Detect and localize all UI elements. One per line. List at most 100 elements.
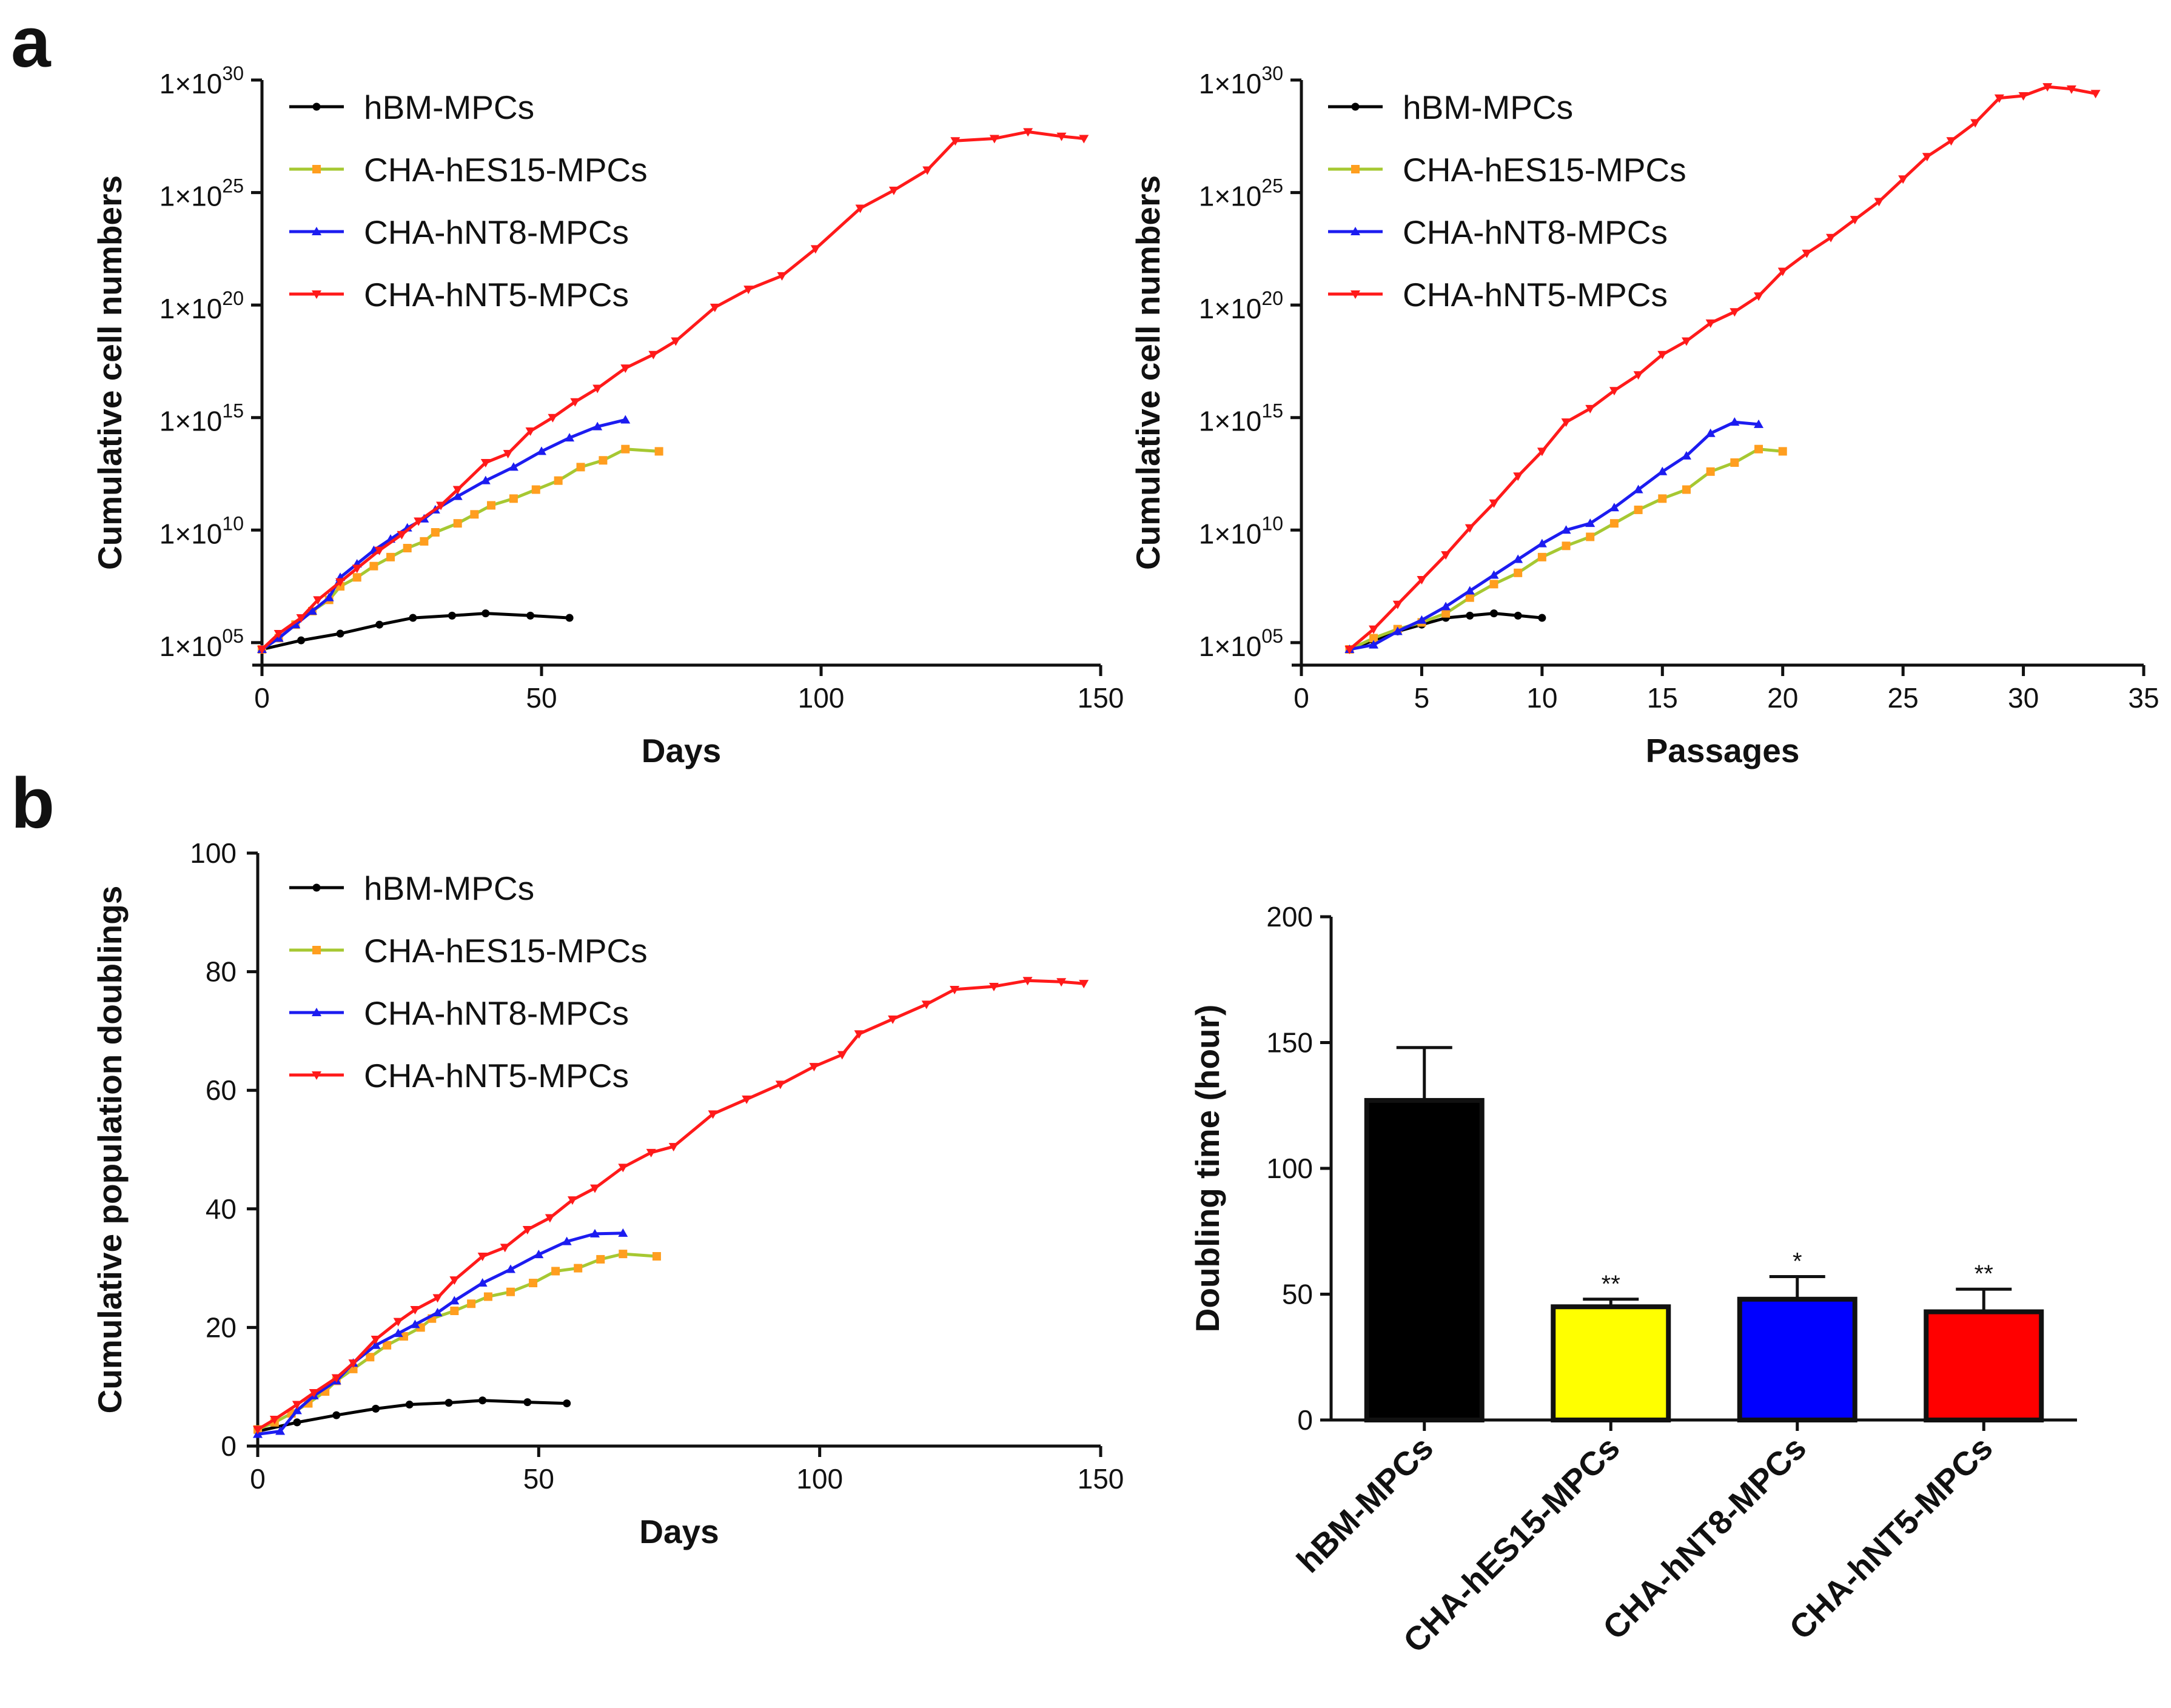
data-point [293,1418,301,1427]
y-tick-base: 1×10 [159,406,223,437]
data-point [352,564,362,574]
x-tick-label: 0 [254,682,270,714]
data-point [1682,485,1691,494]
x-axis-title: Days [639,1513,719,1550]
x-tick-label: 20 [1767,682,1798,714]
data-point [2066,85,2076,94]
data-point [374,546,384,555]
series-cha-hnt5-mpcs [1344,83,2101,655]
data-point [273,630,284,639]
data-point [1441,601,1451,611]
data-point [671,337,681,346]
data-point [1537,447,1547,457]
data-point [809,1063,819,1072]
x-tick-label: 25 [1888,682,1919,714]
legend-swatch-marker [312,227,321,235]
data-point [565,433,575,442]
data-point [324,592,334,601]
y-axis-title: Cumulative cell numbers [1129,175,1167,570]
y-tick-exponent: 30 [222,62,244,84]
data-point [921,1000,931,1010]
x-tick-label: 100 [796,1463,843,1495]
data-point [1079,135,1089,144]
legend-label: hBM-MPCs [1403,89,1573,126]
series-line-cha-hes15-mpcs [261,447,659,651]
legend-swatch-marker [312,1008,321,1016]
data-point [646,1148,656,1157]
legend-swatch-marker [312,946,321,954]
data-point [2090,90,2101,99]
data-point [652,1252,661,1261]
data-point [537,446,546,455]
x-tick-label: 50 [526,682,557,714]
x-tick-label: 150 [1078,682,1124,714]
x-tick-label: 0 [250,1463,266,1495]
data-point [290,620,301,629]
y-tick-exponent: 05 [222,625,244,647]
data-point [1514,568,1523,577]
y-tick-base: 1×10 [1199,293,1262,324]
data-point [477,1253,488,1262]
y-tick-exponent: 25 [222,175,244,197]
data-point [1537,552,1546,561]
data-point [414,517,424,526]
data-point [1514,611,1522,620]
legend-item-cha-hnt8-mpcs: CHA-hNT8-MPCs [1328,213,1668,251]
data-point [2042,83,2053,92]
y-tick-label: 1×1005 [1199,625,1283,662]
y-tick-label: 1×1010 [159,512,244,549]
data-point [1802,249,1812,258]
data-point [1466,611,1474,620]
data-point [1706,467,1715,476]
data-point [654,447,663,456]
data-point [1369,634,1378,643]
bar-cha-hnt8-mpcs [1737,1296,1857,1423]
data-point [592,384,603,394]
y-tick-label: 0 [221,1430,237,1462]
legend-item-hbm-mpcs: hBM-MPCs [289,869,534,907]
data-point [409,614,417,622]
data-point [574,1264,583,1273]
data-point [257,646,267,655]
legend-item-cha-hnt8-mpcs: CHA-hNT8-MPCs [289,994,629,1032]
data-point [1392,626,1403,635]
chart-population-doublings: 0 50 100 150 0 20 40 60 80 100 Days Cumulative popu… [91,837,1124,1550]
series-cha-hes15-mpcs [258,444,663,654]
legend-label: CHA-hNT5-MPCs [364,276,629,313]
data-point [531,485,540,494]
data-point [545,1214,555,1223]
data-point [562,1236,572,1245]
legend-label: CHA-hNT8-MPCs [364,213,629,251]
data-point [1489,499,1499,508]
data-point [1826,233,1836,243]
data-point [618,1228,628,1237]
legend-item-cha-hnt8-mpcs: CHA-hNT8-MPCs [289,213,629,251]
data-point [563,1399,571,1408]
y-tick-base: 1×10 [159,293,223,324]
series-cha-hnt5-mpcs [253,977,1089,1435]
data-point [1658,494,1667,503]
data-point [648,350,659,360]
y-tick-label: 20 [206,1311,237,1343]
data-point [590,1184,600,1193]
y-tick-base: 1×10 [159,181,223,212]
data-point [1369,625,1379,634]
data-point [477,1278,488,1287]
data-point [1922,153,1932,162]
x-tick-label: 150 [1078,1463,1124,1495]
data-point [1417,615,1427,624]
data-point [1778,447,1787,456]
data-point [307,606,317,615]
data-point [335,578,346,587]
legend-label: CHA-hES15-MPCs [364,151,648,189]
data-point [950,137,961,146]
data-point [743,286,754,295]
y-tick-exponent: 10 [222,512,244,534]
data-point [292,1401,302,1410]
data-point [592,421,603,430]
data-point [1465,524,1475,533]
data-point [1705,428,1716,437]
data-point [1754,292,1764,301]
legend-label: CHA-hNT5-MPCs [1403,276,1668,313]
data-point [1079,980,1089,989]
